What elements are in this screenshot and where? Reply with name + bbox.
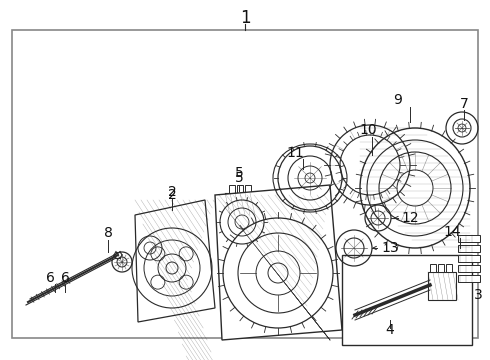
Text: 6: 6 — [61, 271, 70, 285]
Text: 9: 9 — [393, 93, 402, 107]
Text: 2: 2 — [168, 188, 176, 202]
Bar — [237, 185, 243, 193]
Bar — [229, 185, 235, 193]
Text: 5: 5 — [235, 166, 244, 180]
Bar — [458, 275, 480, 282]
Bar — [12, 30, 478, 338]
Bar — [430, 264, 436, 272]
Text: 7: 7 — [460, 97, 468, 111]
Text: 2: 2 — [168, 185, 176, 199]
Bar — [438, 264, 444, 272]
Ellipse shape — [360, 128, 470, 248]
Text: 11: 11 — [286, 146, 304, 160]
Text: 6: 6 — [46, 271, 54, 285]
Bar — [446, 264, 452, 272]
Text: 4: 4 — [386, 323, 394, 337]
Bar — [458, 255, 480, 262]
Bar — [245, 185, 251, 193]
Text: 8: 8 — [103, 226, 112, 240]
Bar — [428, 272, 456, 300]
Text: 5: 5 — [235, 171, 244, 185]
Text: 1: 1 — [240, 9, 250, 27]
Bar — [342, 255, 472, 345]
Polygon shape — [215, 185, 342, 340]
Text: 12: 12 — [401, 211, 419, 225]
Bar — [225, 193, 253, 215]
Text: 13: 13 — [381, 241, 399, 255]
Bar — [458, 265, 480, 272]
Bar — [458, 235, 480, 242]
Text: 3: 3 — [474, 288, 482, 302]
Bar — [458, 245, 480, 252]
Polygon shape — [135, 200, 215, 322]
Text: 14: 14 — [443, 225, 461, 239]
Text: 10: 10 — [359, 123, 377, 137]
